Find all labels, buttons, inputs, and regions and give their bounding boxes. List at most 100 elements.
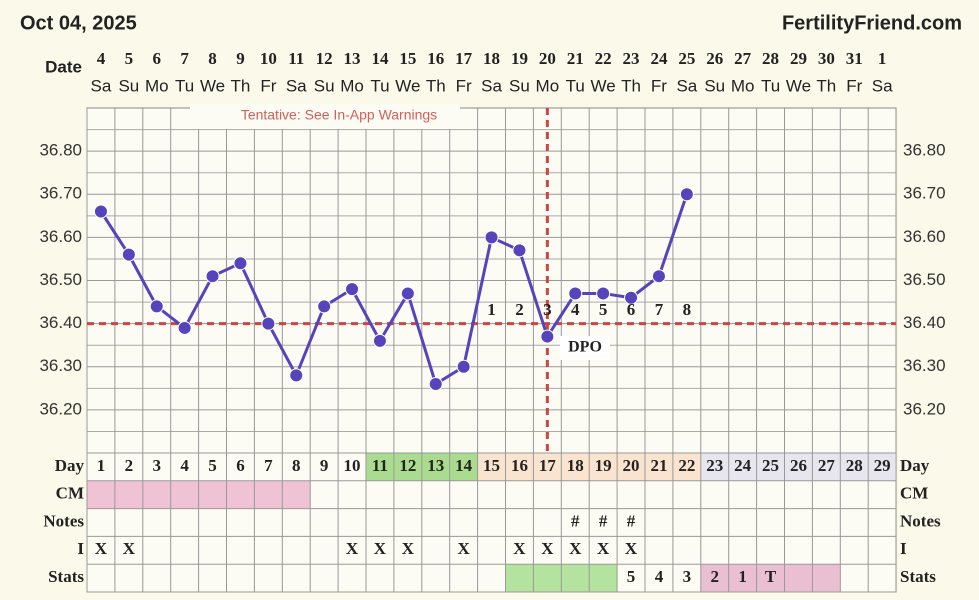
- temperature-point: [205, 269, 220, 284]
- table-cell: X: [458, 539, 471, 558]
- table-cell: 23: [706, 456, 723, 475]
- temperature-point: [456, 359, 471, 374]
- temperature-point: [93, 204, 108, 219]
- temperature-point: [149, 299, 164, 314]
- cell-fill: [142, 480, 171, 509]
- weekday-label: Mo: [340, 76, 364, 95]
- table-cell: 19: [595, 456, 612, 475]
- cell-fill: [617, 453, 645, 481]
- y-tick-label: 36.30: [39, 356, 82, 375]
- row-label: CM: [56, 484, 84, 503]
- temperature-point: [289, 368, 304, 383]
- y-tick-label-right: 36.60: [903, 227, 946, 246]
- table-cell: 2: [711, 567, 720, 586]
- weekday-label: Su: [509, 76, 530, 95]
- weekday-label: Su: [118, 76, 139, 95]
- row-label: Stats: [48, 567, 84, 586]
- table-cell: 22: [678, 456, 695, 475]
- date-label: 10: [260, 49, 277, 68]
- date-label: 24: [650, 49, 668, 68]
- brand: FertilityFriend.com: [782, 12, 962, 34]
- table-cell: 11: [372, 456, 388, 475]
- temperature-point: [345, 282, 360, 297]
- date-label: 22: [595, 49, 612, 68]
- table-cell: 29: [874, 456, 891, 475]
- temperature-point: [512, 243, 527, 258]
- table-cell: 4: [180, 456, 189, 475]
- weekday-label: Mo: [731, 76, 755, 95]
- table-cell: #: [627, 511, 636, 530]
- row-label: Notes: [43, 511, 84, 530]
- cell-fill: [561, 564, 590, 592]
- temperature-point: [177, 320, 192, 335]
- weekday-label: Tu: [761, 76, 780, 95]
- date-label: 28: [762, 49, 779, 68]
- table-cell: #: [599, 511, 608, 530]
- weekday-label: We: [395, 76, 420, 95]
- date-label: 13: [344, 49, 361, 68]
- temperature-point: [261, 316, 276, 331]
- cell-fill: [756, 564, 785, 592]
- weekday-label: Th: [231, 76, 251, 95]
- table-cell: 9: [320, 456, 329, 475]
- weekday-label: Sa: [91, 76, 112, 95]
- temperature-point: [428, 377, 443, 391]
- date-label: 29: [790, 49, 807, 68]
- dpo-label: 7: [655, 300, 664, 319]
- cell-fill: [366, 453, 394, 481]
- weekday-label: We: [786, 76, 811, 95]
- cell-fill: [868, 453, 897, 481]
- table-cell: X: [513, 539, 526, 558]
- weekday-label: Su: [704, 76, 725, 95]
- table-cell: 13: [427, 456, 444, 475]
- weekday-label: We: [200, 76, 225, 95]
- weekday-label: Th: [621, 76, 641, 95]
- dpo-label: 4: [571, 300, 580, 319]
- cell-fill: [282, 480, 311, 509]
- cell-fill: [477, 453, 506, 481]
- cell-fill: [393, 453, 422, 481]
- table-cell: T: [765, 567, 777, 586]
- temperature-point: [540, 329, 555, 344]
- dpo-label: 6: [627, 300, 636, 319]
- y-tick-label-right: 36.40: [903, 313, 946, 332]
- date-label: 26: [706, 49, 723, 68]
- date-label: 18: [483, 49, 500, 68]
- annotation-bg: [190, 104, 460, 129]
- dpo-label: 2: [515, 300, 524, 319]
- table-cell: X: [541, 539, 554, 558]
- cell-fill: [533, 564, 562, 592]
- weekday-label: Tu: [175, 76, 194, 95]
- cell-fill: [170, 480, 199, 509]
- table-cell: 21: [650, 456, 667, 475]
- dpo-title-bg: [560, 336, 610, 360]
- table-cell: 27: [818, 456, 836, 475]
- temperature-point: [568, 286, 583, 301]
- date-label: 25: [678, 49, 695, 68]
- date-label: 11: [288, 49, 304, 68]
- table-cell: 2: [125, 456, 134, 475]
- temperature-point: [400, 286, 415, 301]
- row-label-right: Day: [900, 456, 930, 475]
- cell-fill: [756, 453, 785, 481]
- temperature-point: [233, 256, 248, 271]
- y-tick-label: 36.80: [39, 141, 82, 160]
- row-label-right: CM: [900, 484, 928, 503]
- weekday-label: Th: [426, 76, 446, 95]
- table-cell: 14: [455, 456, 473, 475]
- cell-fill: [449, 453, 478, 481]
- y-tick-label-right: 36.30: [903, 356, 946, 375]
- weekday-label: Sa: [286, 76, 307, 95]
- table-cell: X: [402, 539, 415, 558]
- weekday-label: Fr: [846, 76, 862, 95]
- weekday-label: Tu: [566, 76, 585, 95]
- date-label: 27: [734, 49, 752, 68]
- weekday-label: Th: [816, 76, 836, 95]
- table-cell: 25: [762, 456, 779, 475]
- temperature-point: [651, 269, 666, 284]
- cell-fill: [561, 453, 590, 481]
- row-label-right: Stats: [900, 567, 936, 586]
- date-label: 23: [623, 49, 640, 68]
- y-tick-label-right: 36.20: [903, 399, 946, 418]
